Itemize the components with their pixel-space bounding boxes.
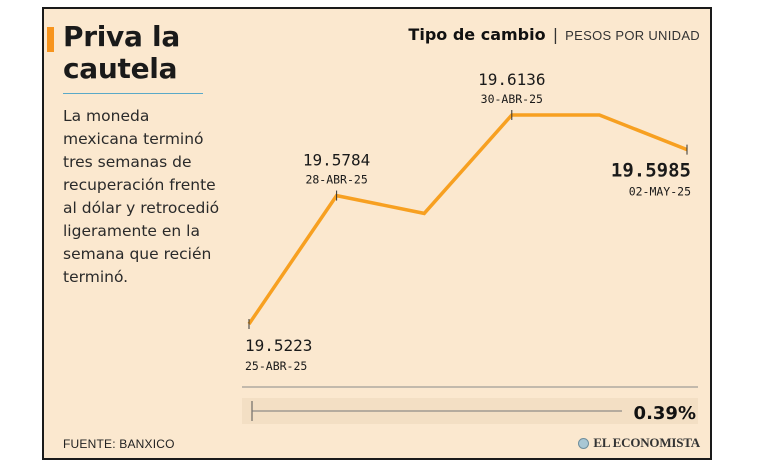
chart-title: Tipo de cambio: [408, 25, 546, 44]
exchange-rate-chart: 0.39% 19.5223 25-ABR-25 19.5784 28-ABR-25 19…: [242, 70, 698, 424]
chart-header: Tipo de cambio | PESOS POR UNIDAD: [408, 25, 700, 44]
article-title: Priva la cautela: [63, 20, 180, 85]
marker-group: [248, 110, 688, 329]
point-date-label: 30-ABR-25: [481, 92, 543, 106]
source-note: FUENTE: BANXICO: [63, 437, 175, 451]
point-date-label: 25-ABR-25: [245, 359, 307, 373]
chart-units: PESOS POR UNIDAD: [565, 28, 700, 43]
brand-name: EL ECONOMISTA: [593, 435, 700, 450]
header-separator: |: [552, 25, 559, 44]
globe-icon: [578, 437, 590, 449]
point-value-label: 19.5223: [245, 336, 312, 355]
point-value-label: 19.6136: [478, 70, 545, 89]
change-value-label: 0.39%: [634, 403, 696, 424]
series-line: [247, 113, 688, 325]
point-value-label: 19.5784: [303, 151, 370, 170]
title-divider: [63, 93, 203, 94]
title-accent-bar: [47, 27, 54, 52]
infographic-card: Priva la cautela La moneda mexicana term…: [42, 7, 712, 460]
brand-logo: EL ECONOMISTA: [578, 435, 700, 451]
point-date-label: 02-MAY-25: [629, 185, 691, 199]
point-value-label: 19.5985: [611, 160, 691, 182]
article-description: La moneda mexicana terminó tres semanas …: [63, 107, 220, 286]
point-date-label: 28-ABR-25: [305, 173, 367, 187]
